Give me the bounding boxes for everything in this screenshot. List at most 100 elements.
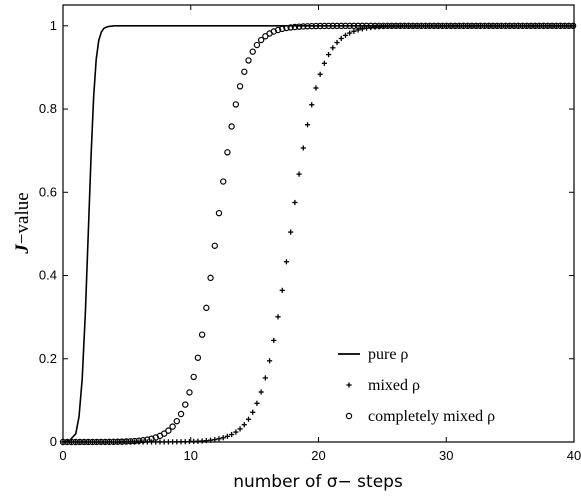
data-point-circle	[565, 22, 573, 30]
data-point-circle	[333, 22, 341, 30]
data-point-circle	[274, 26, 282, 34]
data-point-circle	[139, 437, 147, 444]
data-point-circle	[494, 22, 501, 30]
data-point-circle	[418, 22, 425, 30]
x-tick-label: 0	[59, 448, 66, 463]
data-point-circle	[519, 22, 526, 30]
y-tick-label: 0	[50, 434, 57, 449]
data-point-circle	[249, 48, 256, 55]
legend-label: pure ρ	[368, 346, 408, 363]
data-point-circle	[359, 22, 366, 30]
data-point-circle	[245, 57, 252, 64]
data-point-circle	[460, 22, 467, 30]
data-point-circle	[553, 22, 560, 30]
data-point-circle	[367, 22, 374, 30]
data-point-circle	[350, 22, 358, 30]
data-point-circle	[308, 22, 315, 30]
data-point-circle	[338, 22, 345, 30]
x-tick-label: 20	[311, 448, 325, 463]
data-point-circle	[392, 22, 400, 30]
data-point-circle	[345, 412, 353, 420]
y-axis-title-rest: −value	[12, 192, 33, 244]
data-point-circle	[198, 331, 206, 338]
data-point-circle	[194, 354, 202, 361]
y-tick-label: 0.8	[39, 101, 57, 116]
x-tick-label: 30	[439, 448, 453, 463]
data-point-circle	[413, 22, 421, 30]
data-point-circle	[354, 22, 362, 30]
data-point-circle	[300, 23, 307, 30]
data-point-circle	[165, 427, 172, 434]
y-tick-label: 0.4	[39, 268, 57, 283]
series-1	[62, 25, 574, 443]
data-point-circle	[148, 435, 155, 442]
data-point-circle	[207, 274, 214, 282]
data-point-circle	[548, 22, 556, 30]
data-point-circle	[422, 22, 429, 30]
data-point-circle	[241, 68, 248, 75]
data-point-circle	[287, 24, 294, 31]
data-point-circle	[186, 389, 193, 396]
data-point-circle	[228, 123, 235, 130]
data-point-circle	[468, 22, 476, 30]
data-point-circle	[527, 22, 535, 30]
data-point-circle	[439, 22, 446, 30]
axes: 0 10 20 30 40 0 0.2 0.4 0.6 0.8 1	[39, 5, 581, 463]
data-point-circle	[262, 33, 269, 40]
data-point-circle	[451, 22, 459, 30]
data-point-circle	[160, 430, 168, 437]
data-point-circle	[135, 437, 143, 444]
data-point-circle	[203, 304, 210, 312]
data-point-circle	[531, 22, 539, 30]
data-point-circle	[224, 149, 231, 156]
data-point-circle	[540, 22, 547, 30]
data-point-circle	[397, 22, 404, 30]
data-point-circle	[169, 423, 176, 430]
data-point-circle	[472, 22, 480, 30]
data-point-circle	[316, 22, 324, 30]
data-point-circle	[489, 22, 497, 30]
data-point-circle	[388, 22, 396, 30]
series-3	[59, 22, 577, 446]
data-point-circle	[325, 22, 332, 30]
data-point-circle	[569, 22, 577, 30]
data-point-circle	[481, 22, 488, 30]
data-point-circle	[215, 209, 223, 217]
plot-frame	[62, 4, 575, 443]
data-point-circle	[498, 22, 505, 30]
data-point-circle	[295, 23, 303, 30]
data-point-circle	[131, 437, 138, 445]
y-tick-label: 0.2	[39, 351, 57, 366]
data-point-circle	[304, 23, 311, 30]
legend-item: completely mixed ρ	[345, 408, 495, 425]
legend-item: mixed ρ	[346, 377, 420, 394]
data-point-circle	[211, 242, 218, 249]
data-point-circle	[127, 438, 134, 445]
data-point-circle	[291, 23, 299, 31]
data-point-circle	[401, 22, 408, 30]
data-point-circle	[426, 22, 433, 30]
y-tick-label: 0.6	[39, 184, 57, 199]
data-point-circle	[371, 22, 379, 30]
y-tick-label: 1	[50, 18, 57, 33]
x-tick-label: 10	[184, 448, 198, 463]
data-point-circle	[477, 22, 484, 30]
data-point-circle	[510, 22, 518, 30]
data-point-circle	[190, 373, 197, 381]
data-point-circle	[253, 41, 261, 49]
data-point-circle	[236, 83, 244, 90]
data-point-circle	[384, 22, 391, 30]
data-point-circle	[485, 22, 492, 30]
data-point-circle	[321, 22, 328, 30]
data-point-circle	[173, 417, 181, 425]
data-point-circle	[443, 22, 450, 30]
data-point-circle	[219, 178, 227, 185]
data-point-circle	[283, 24, 290, 32]
data-point-circle	[363, 22, 370, 30]
legend-item: pure ρ	[338, 346, 408, 363]
data-point-circle	[544, 22, 552, 30]
y-axis-title-variable: J	[12, 244, 33, 255]
data-point-circle	[177, 410, 185, 418]
data-point-circle	[557, 22, 564, 30]
